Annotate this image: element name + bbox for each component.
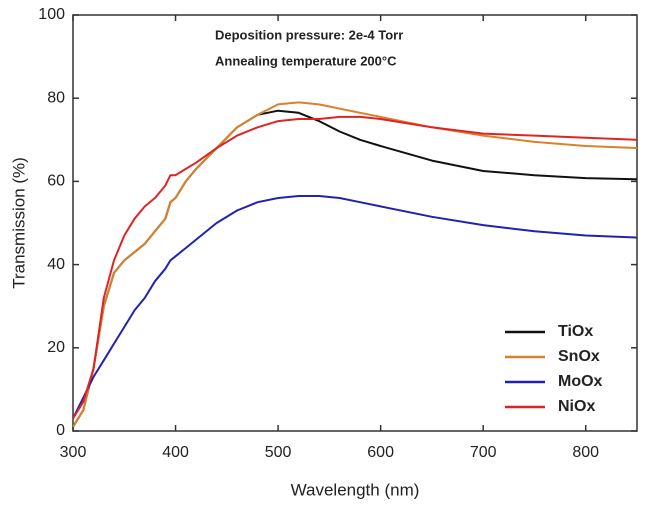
series-line xyxy=(72,195,638,419)
y-tick-label: 20 xyxy=(47,339,65,356)
x-tick-label: 700 xyxy=(470,444,497,461)
y-tick-label: 100 xyxy=(38,6,65,23)
x-tick-label: 400 xyxy=(162,444,189,461)
y-tick-label: 60 xyxy=(47,173,65,190)
x-tick-label: 300 xyxy=(60,444,87,461)
legend-label: NiOx xyxy=(558,398,595,415)
legend-label: SnOx xyxy=(558,348,600,365)
series-line xyxy=(72,109,638,428)
x-tick-label: 600 xyxy=(367,444,394,461)
series-line xyxy=(72,101,638,428)
series-line xyxy=(72,115,638,420)
plot-frame xyxy=(72,14,638,432)
x-tick-label: 800 xyxy=(572,444,599,461)
y-tick-label: 80 xyxy=(47,89,65,106)
annotation: Deposition pressure: 2e-4 Torr xyxy=(215,27,403,42)
annotation: Annealing temperature 200°C xyxy=(215,53,397,68)
x-axis-title: Wavelength (nm) xyxy=(291,480,420,499)
y-tick-label: 40 xyxy=(47,256,65,273)
legend-label: MoOx xyxy=(558,373,603,390)
legend-label: TiOx xyxy=(558,323,593,340)
y-tick-label: 0 xyxy=(56,422,65,439)
y-axis-title: Transmission (%) xyxy=(9,157,28,289)
x-tick-label: 500 xyxy=(265,444,292,461)
